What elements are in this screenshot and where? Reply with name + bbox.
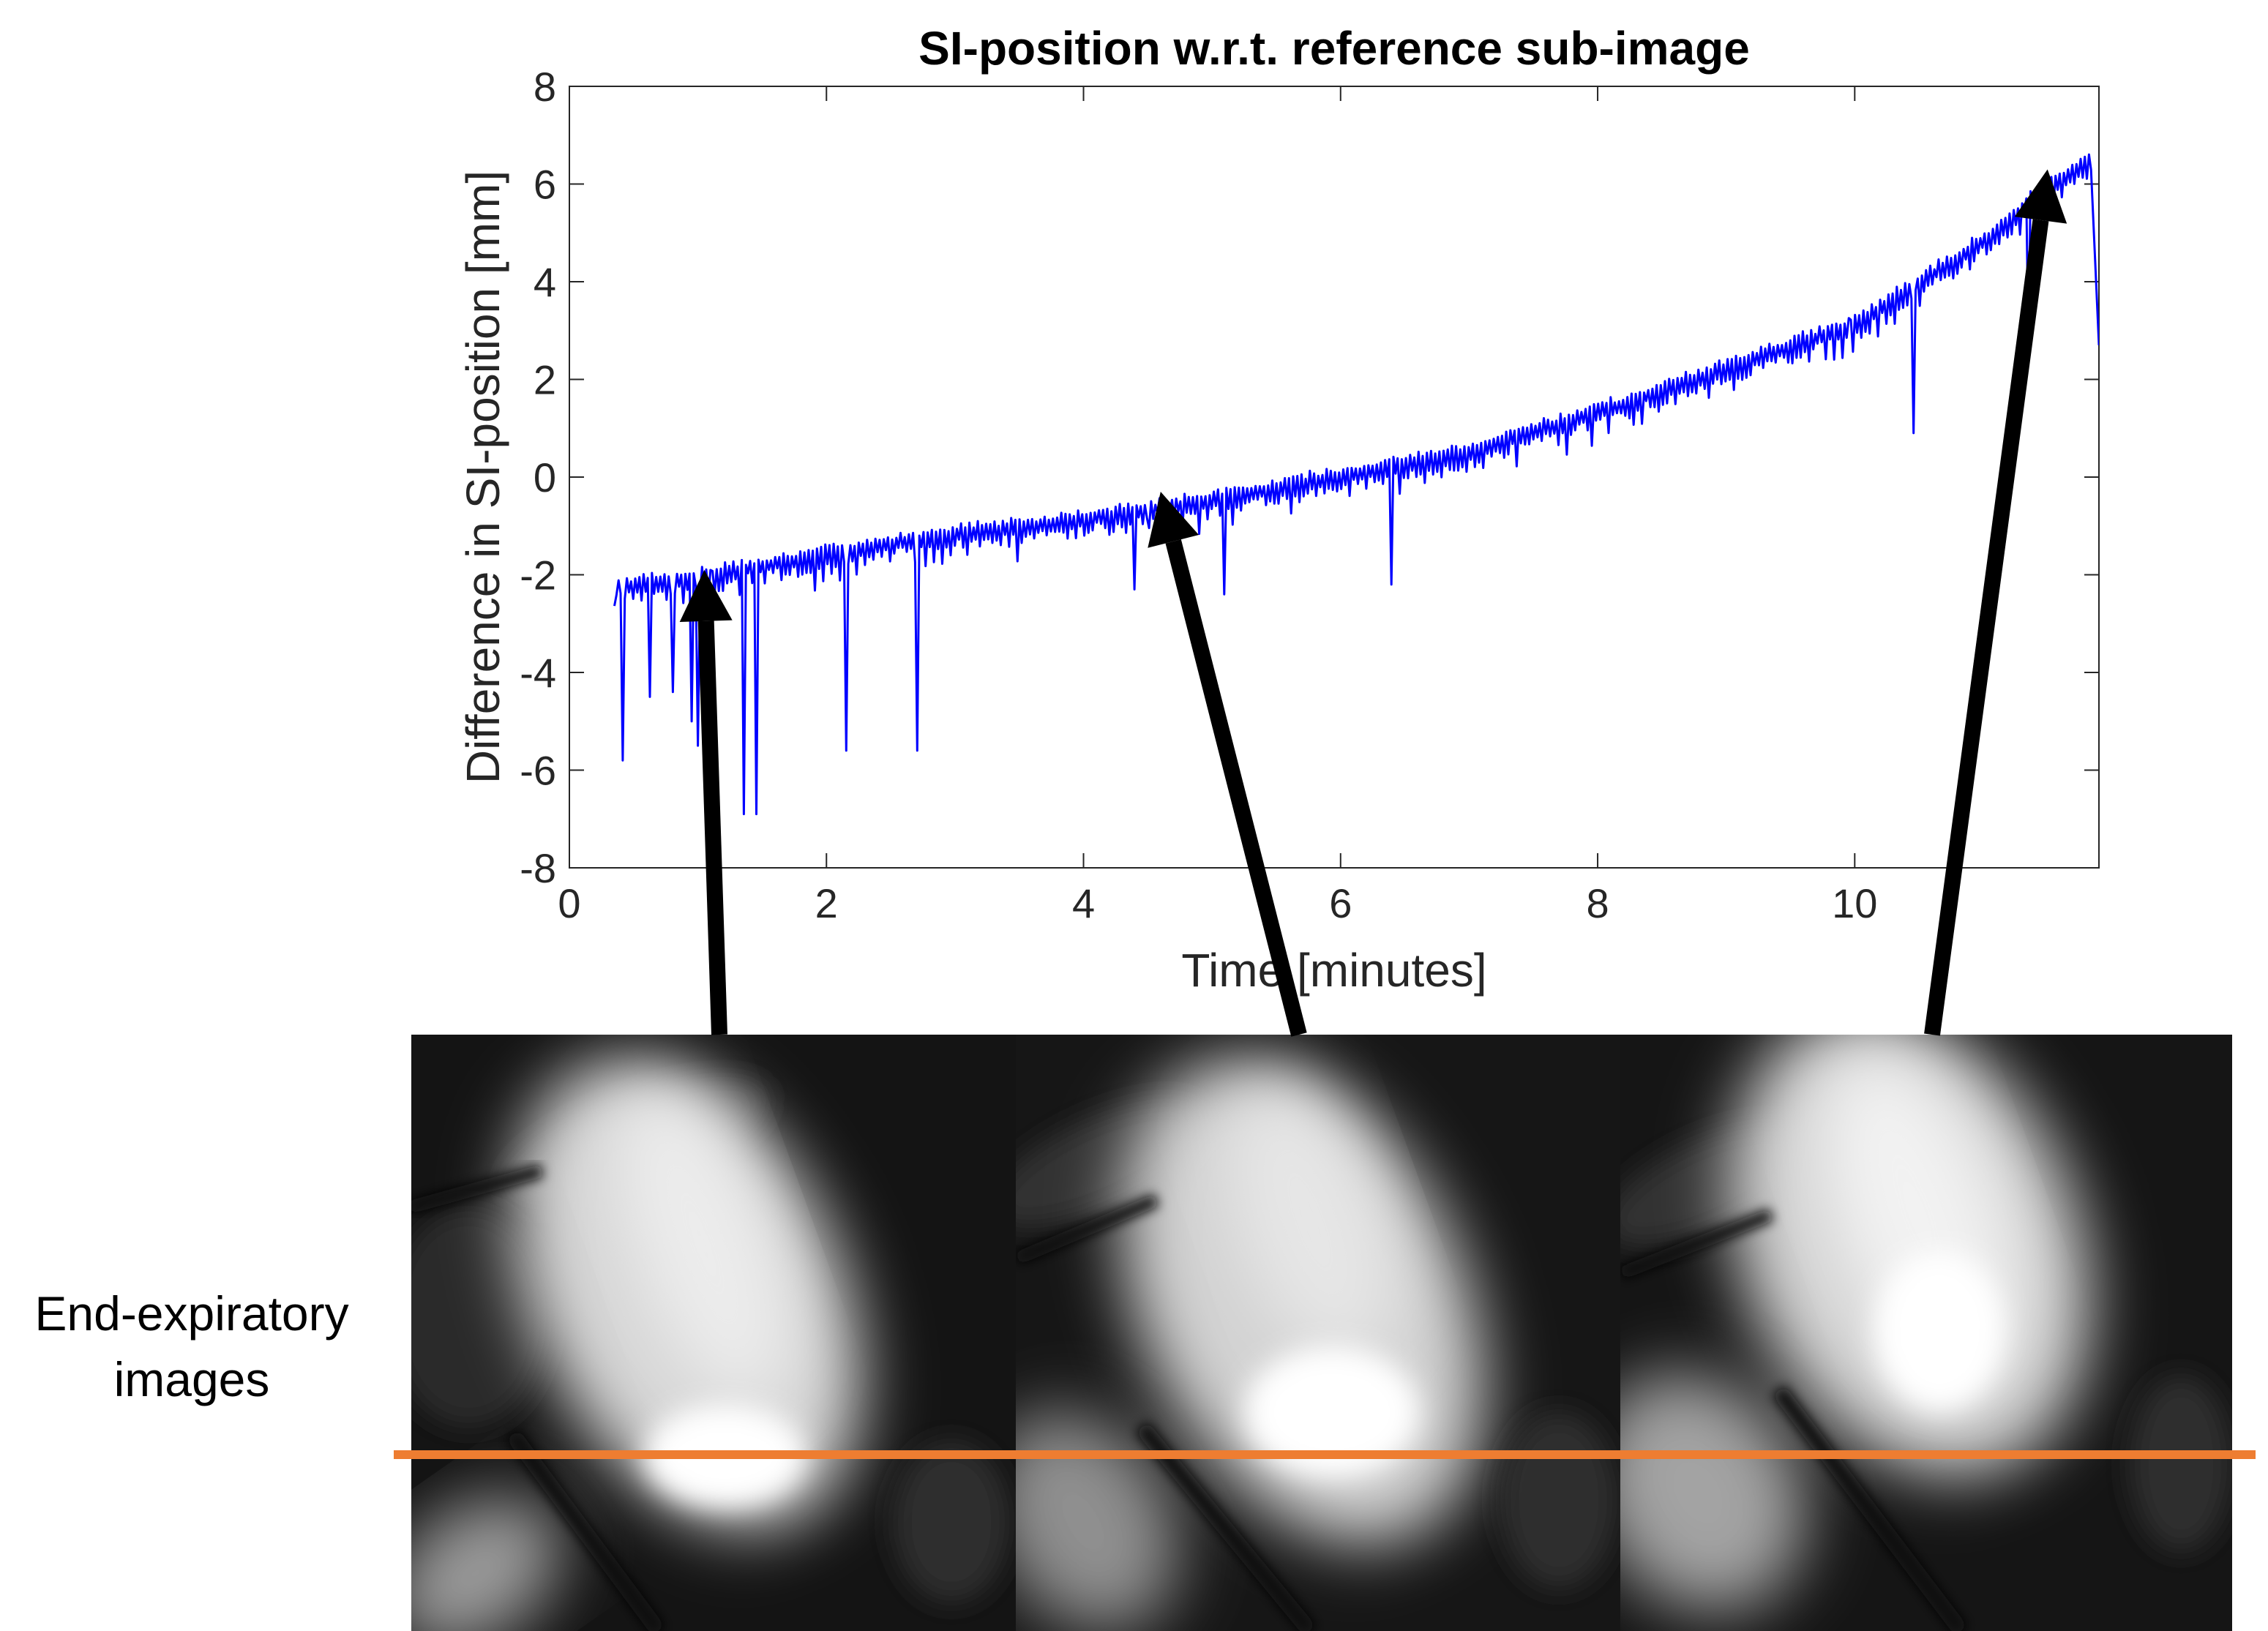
- arrow-shaft: [1165, 539, 1307, 1037]
- x-tick-label: 6: [1329, 880, 1352, 926]
- arrow-head: [1148, 492, 1200, 548]
- x-tick-label: 0: [558, 880, 580, 926]
- arrows: [679, 169, 2067, 1037]
- y-tick-label: 2: [534, 357, 556, 403]
- x-tick-label: 8: [1586, 880, 1609, 926]
- y-tick-label: -2: [520, 552, 556, 599]
- y-axis-label: Difference in SI-position [mm]: [457, 170, 509, 784]
- y-tick-label: -4: [520, 650, 556, 696]
- mri-image-3: [1620, 1035, 2232, 1631]
- side-label-line2: images: [114, 1352, 270, 1406]
- y-tick-label: -8: [520, 845, 556, 891]
- chart-title: SI-position w.r.t. reference sub-image: [918, 22, 1750, 75]
- y-tick-label: 4: [534, 259, 556, 305]
- y-tick-label: 0: [534, 454, 556, 500]
- side-label-line1: End-expiratory: [34, 1286, 348, 1341]
- mri-image-1: [411, 1035, 1016, 1631]
- x-tick-label: 4: [1072, 880, 1095, 926]
- y-tick-label: 6: [534, 162, 556, 208]
- arrow-shaft: [1924, 219, 2049, 1036]
- x-tick-label: 10: [1832, 880, 1877, 926]
- x-tick-label: 2: [815, 880, 838, 926]
- arrow-head: [2014, 169, 2067, 224]
- arrow-shaft: [697, 620, 727, 1035]
- x-axis-label: Time [minutes]: [1181, 944, 1486, 997]
- y-tick-label: 8: [534, 64, 556, 110]
- series-line: [613, 153, 2099, 816]
- mri-image-2: [1016, 1035, 1620, 1631]
- arrow-head: [679, 569, 733, 622]
- y-tick-label: -6: [520, 748, 556, 794]
- x-axis: 0 2 4 6 8 10: [558, 86, 1877, 926]
- y-axis: -8 -6 -4 -2 0 2 4 6 8: [520, 64, 2099, 891]
